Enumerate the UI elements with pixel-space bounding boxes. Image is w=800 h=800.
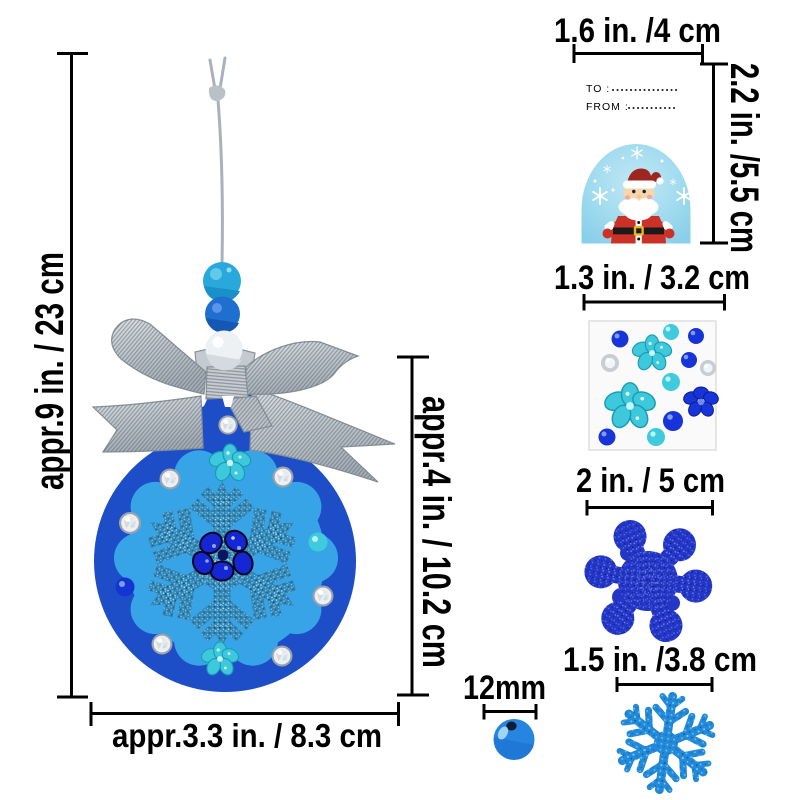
svg-text:1.6 in. /4 cm: 1.6 in. /4 cm bbox=[554, 12, 721, 50]
svg-text:appr.3.3 in. / 8.3 cm: appr.3.3 in. / 8.3 cm bbox=[112, 717, 382, 754]
svg-text:2.2 in. /5.5 cm: 2.2 in. /5.5 cm bbox=[722, 63, 766, 253]
svg-text:1.3 in. / 3.2 cm: 1.3 in. / 3.2 cm bbox=[554, 259, 750, 297]
svg-text:appr.4 in. / 10.2 cm: appr.4 in. / 10.2 cm bbox=[414, 396, 458, 668]
svg-text:appr.9 in. / 23 cm: appr.9 in. / 23 cm bbox=[28, 252, 72, 490]
svg-text:TO :: TO : bbox=[586, 83, 610, 95]
svg-text:2 in. / 5 cm: 2 in. / 5 cm bbox=[576, 462, 725, 500]
svg-text:FROM :: FROM : bbox=[586, 101, 629, 113]
svg-text:1.5 in. /3.8 cm: 1.5 in. /3.8 cm bbox=[563, 641, 757, 679]
svg-text:12mm: 12mm bbox=[463, 669, 546, 707]
